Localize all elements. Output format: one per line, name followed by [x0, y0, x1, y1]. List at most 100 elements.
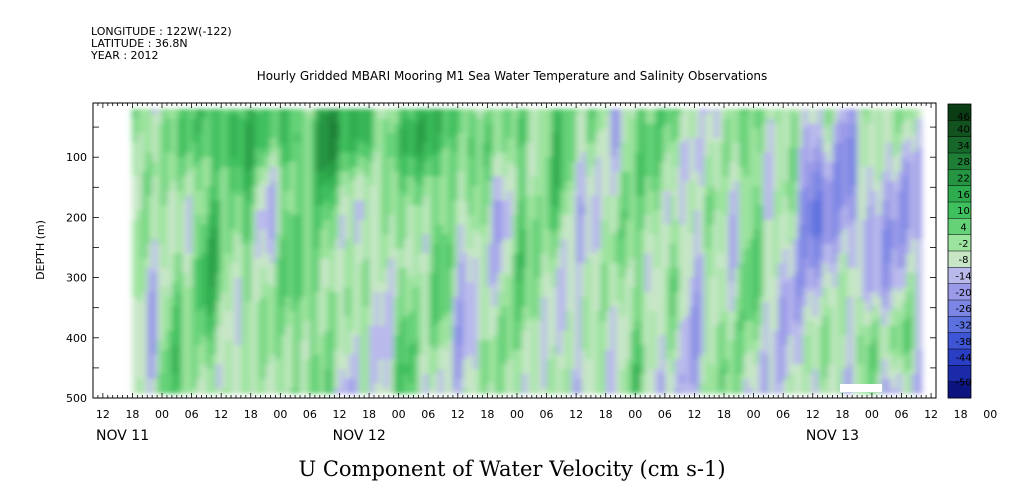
heatmap-cell	[235, 364, 242, 370]
heatmap-cell	[447, 263, 454, 269]
heatmap-cell	[196, 301, 203, 308]
heatmap-cell	[334, 388, 341, 394]
heatmap-cell	[334, 296, 341, 303]
heatmap-cell	[364, 330, 370, 336]
heatmap-cell	[166, 152, 173, 158]
heatmap-cell	[211, 311, 217, 317]
heatmap-cell	[334, 190, 341, 197]
heatmap-cell	[502, 219, 508, 226]
heatmap-cell	[482, 383, 488, 389]
heatmap-cell	[309, 359, 316, 365]
heatmap-cell	[487, 190, 493, 197]
heatmap-cell	[231, 162, 237, 168]
heatmap-cell	[541, 349, 548, 356]
heatmap-cell	[265, 364, 272, 370]
heatmap-cell	[334, 349, 341, 356]
heatmap-cell	[438, 176, 444, 182]
heatmap-cell	[531, 287, 538, 293]
heatmap-cell	[157, 248, 163, 255]
heatmap-cell	[383, 306, 390, 312]
heatmap-cell	[492, 340, 498, 346]
heatmap-cell	[472, 171, 479, 178]
heatmap-cell	[418, 345, 424, 351]
heatmap-cell	[521, 195, 528, 202]
heatmap-cell	[344, 152, 350, 158]
heatmap-cell	[359, 147, 365, 153]
heatmap-cell	[275, 234, 281, 240]
heatmap-cell	[265, 229, 272, 235]
heatmap-cell	[526, 118, 533, 125]
heatmap-cell	[374, 229, 380, 235]
heatmap-cell	[383, 118, 390, 125]
heatmap-cell	[359, 186, 365, 192]
heatmap-cell	[176, 214, 183, 221]
heatmap-cell	[359, 383, 365, 389]
heatmap-cell	[516, 219, 523, 226]
heatmap-cell	[339, 224, 346, 231]
heatmap-cell	[250, 330, 257, 336]
heatmap-cell	[388, 383, 395, 389]
heatmap-cell	[502, 109, 508, 115]
heatmap-cell	[457, 316, 464, 322]
heatmap-cell	[497, 195, 503, 202]
heatmap-cell	[196, 287, 203, 293]
heatmap-cell	[546, 157, 553, 163]
heatmap-cell	[428, 272, 434, 279]
heatmap-cell	[364, 345, 370, 351]
heatmap-cell	[354, 277, 360, 284]
year-label: YEAR : 2012	[90, 49, 159, 62]
heatmap-cell	[487, 258, 493, 264]
heatmap-cell	[176, 287, 183, 293]
heatmap-cell	[226, 282, 232, 288]
heatmap-cell	[354, 383, 360, 389]
heatmap-cell	[349, 292, 355, 298]
heatmap-cell	[304, 277, 311, 284]
heatmap-cell	[452, 123, 459, 129]
heatmap-cell	[526, 157, 533, 163]
heatmap-cell	[329, 109, 336, 115]
heatmap-cell	[428, 147, 434, 153]
heatmap-cell	[191, 272, 198, 279]
heatmap-cell	[388, 316, 395, 322]
heatmap-cell	[166, 335, 173, 341]
heatmap-cell	[206, 306, 212, 312]
heatmap-cell	[157, 229, 163, 235]
heatmap-cell	[196, 162, 203, 168]
heatmap-cell	[443, 383, 449, 389]
heatmap-cell	[137, 113, 143, 120]
heatmap-cell	[260, 200, 267, 206]
heatmap-cell	[196, 142, 203, 149]
heatmap-cell	[265, 378, 272, 385]
heatmap-cell	[403, 272, 410, 279]
heatmap-cell	[334, 272, 341, 279]
heatmap-cell	[324, 219, 331, 226]
heatmap-cell	[329, 311, 336, 317]
heatmap-cell	[359, 296, 365, 303]
heatmap-cell	[462, 243, 469, 250]
heatmap-cell	[482, 277, 488, 284]
heatmap-cell	[295, 152, 301, 158]
heatmap-cell	[502, 210, 508, 216]
heatmap-cell	[408, 214, 415, 221]
heatmap-cell	[516, 330, 523, 336]
heatmap-cell	[142, 364, 148, 370]
heatmap-cell	[235, 354, 242, 361]
heatmap-cell	[319, 181, 326, 187]
heatmap-cell	[162, 118, 168, 125]
heatmap-cell	[240, 345, 247, 351]
heatmap-cell	[231, 248, 237, 255]
heatmap-cell	[255, 195, 262, 202]
heatmap-cell	[531, 320, 538, 327]
heatmap-cell	[157, 239, 163, 245]
heatmap-cell	[221, 234, 227, 240]
heatmap-cell	[428, 306, 434, 312]
heatmap-cell	[245, 258, 252, 264]
heatmap-cell	[541, 195, 548, 202]
heatmap-cell	[428, 335, 434, 341]
heatmap-cell	[201, 345, 207, 351]
heatmap-cell	[329, 214, 336, 221]
heatmap-cell	[280, 162, 286, 168]
heatmap-cell	[216, 176, 222, 182]
heatmap-cell	[240, 234, 247, 240]
heatmap-cell	[482, 325, 488, 332]
